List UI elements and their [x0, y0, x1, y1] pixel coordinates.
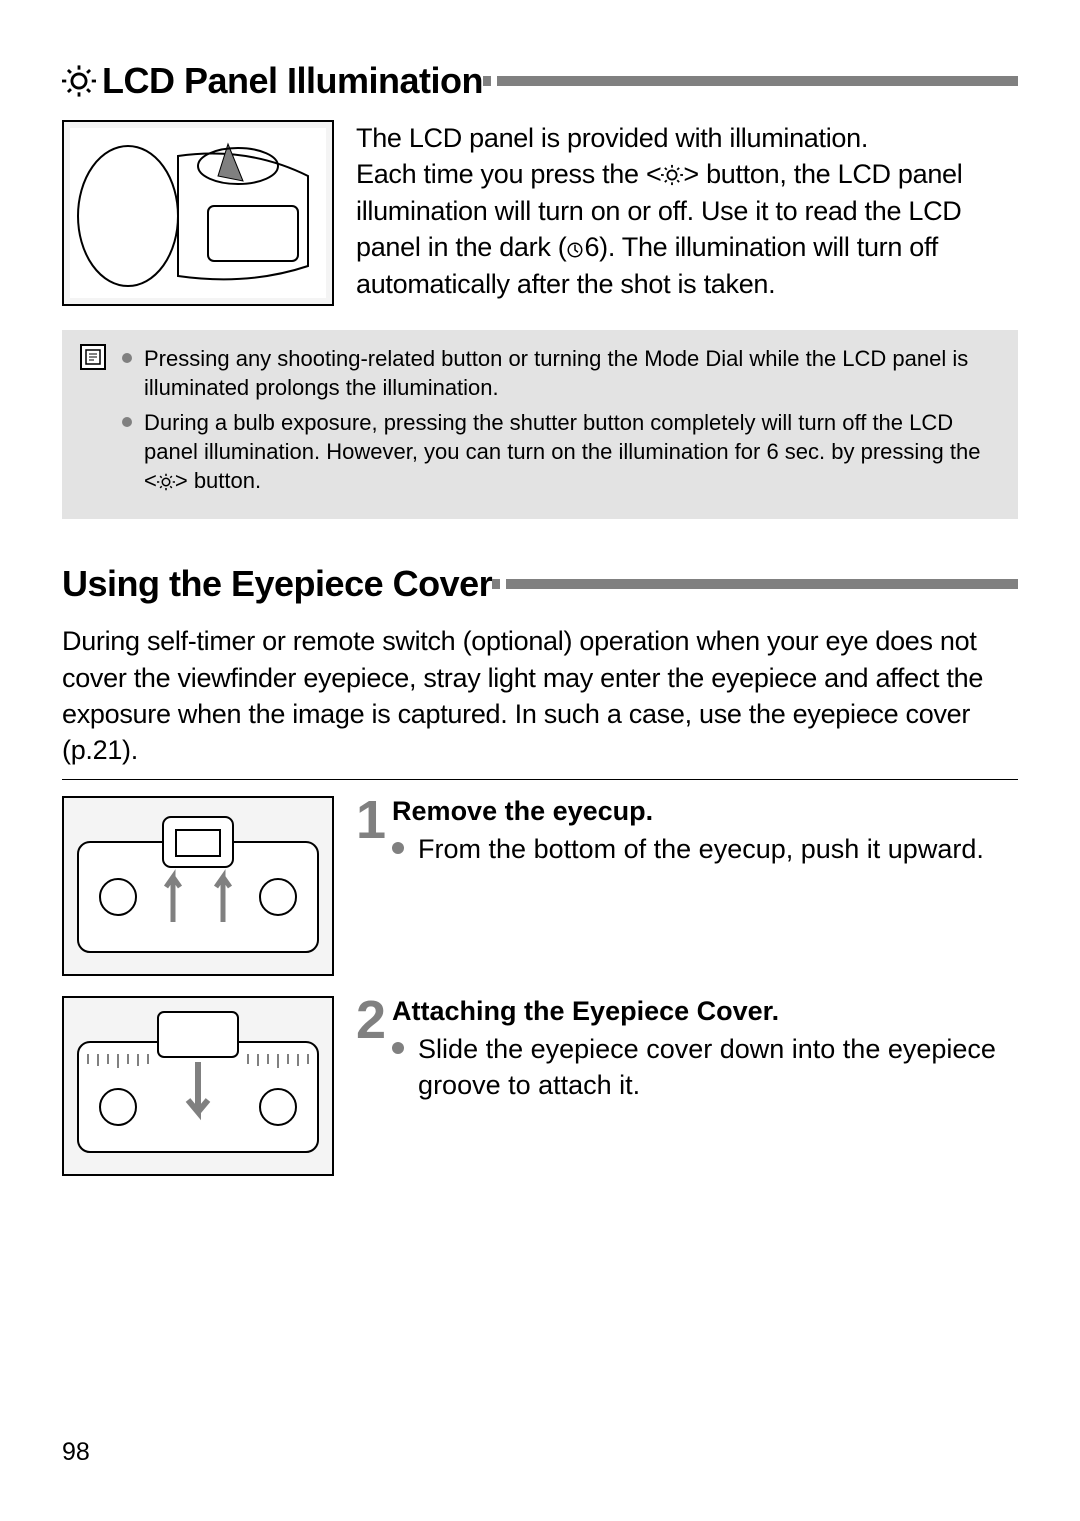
- step-2-content: 2 Attaching the Eyepiece Cover. Slide th…: [356, 996, 1018, 1176]
- title-rule: [497, 76, 1018, 86]
- step-1-bullet: From the bottom of the eyecup, push it u…: [392, 831, 984, 867]
- step-number: 2: [356, 996, 386, 1176]
- note-item: Pressing any shooting-related button or …: [122, 344, 990, 402]
- section-1-title: LCD Panel Illumination: [102, 60, 483, 102]
- section-2-paragraph: During self-timer or remote switch (opti…: [62, 623, 1018, 769]
- section-1-title-row: LCD Panel Illumination: [62, 60, 1018, 102]
- note-list: Pressing any shooting-related button or …: [122, 344, 990, 501]
- note-box: Pressing any shooting-related button or …: [62, 330, 1018, 519]
- step-1-content: 1 Remove the eyecup. From the bottom of …: [356, 796, 1018, 976]
- note-item: During a bulb exposure, pressing the shu…: [122, 408, 990, 495]
- step-2-heading: Attaching the Eyepiece Cover.: [392, 996, 1018, 1027]
- camera-lcd-diagram: [62, 120, 334, 306]
- step-2-bullet: Slide the eyepiece cover down into the e…: [392, 1031, 1018, 1104]
- section-1-paragraph: The LCD panel is provided with illuminat…: [356, 120, 1018, 306]
- section-2-title: Using the Eyepiece Cover: [62, 563, 492, 605]
- section-2-title-row: Using the Eyepiece Cover: [62, 563, 1018, 605]
- title-rule: [506, 579, 1018, 589]
- remove-eyecup-diagram: [62, 796, 334, 976]
- step-2-row: 2 Attaching the Eyepiece Cover. Slide th…: [62, 996, 1018, 1176]
- step-number: 1: [356, 796, 386, 976]
- step-1-row: 1 Remove the eyecup. From the bottom of …: [62, 796, 1018, 976]
- note-icon: [80, 344, 106, 370]
- divider: [62, 779, 1018, 780]
- attach-cover-diagram: [62, 996, 334, 1176]
- page-number: 98: [62, 1438, 90, 1467]
- section-1-intro: The LCD panel is provided with illuminat…: [62, 120, 1018, 306]
- step-1-heading: Remove the eyecup.: [392, 796, 984, 827]
- illumination-icon: [62, 64, 96, 98]
